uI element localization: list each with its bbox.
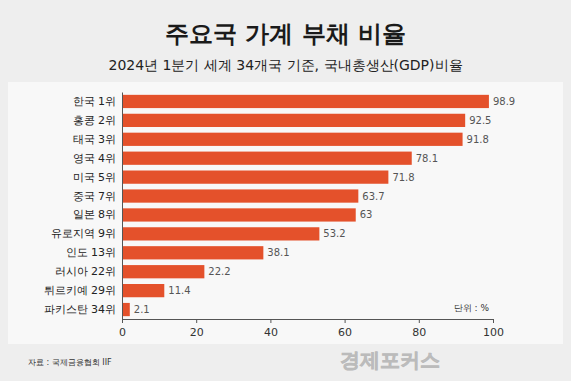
chart: 주요국 가계 부채 비율 2024년 1분기 세계 34개국 기준, 국내총생산(… xyxy=(0,0,571,381)
subtitle: 2024년 1분기 세계 34개국 기준, 국내총생산(GDP)비율 xyxy=(108,57,462,73)
bar xyxy=(122,284,164,297)
bar xyxy=(122,171,388,184)
y-tick: 태국 3위 xyxy=(73,133,123,146)
bar xyxy=(122,152,412,165)
axis-line xyxy=(122,93,123,320)
bar xyxy=(122,95,489,108)
bar xyxy=(122,265,204,278)
data-label: 2.1 xyxy=(134,304,150,315)
tick-label: 파키스탄 34위 xyxy=(44,303,117,316)
x-axis: 0 20 40 60 80 100 xyxy=(119,319,504,339)
logo: 경제포커스 xyxy=(340,348,440,372)
panel xyxy=(8,82,563,344)
tick-label: 홍콩 2위 xyxy=(73,114,117,127)
x-tick: 40 xyxy=(264,319,278,339)
y-tick: 파키스탄 34위 xyxy=(44,303,123,316)
bar xyxy=(122,114,465,127)
tick-label: 유로지역 9위 xyxy=(51,227,117,240)
data-label: 98.9 xyxy=(493,96,515,107)
tick-label: 러시아 22위 xyxy=(55,265,117,278)
data-labels: 98.992.5 91.8 78.171.8 63.7 63 53.2 38.1 22.2 11… xyxy=(134,96,515,315)
tick-mark xyxy=(419,319,420,323)
y-tick: 홍콩 2위 xyxy=(73,114,123,127)
y-tick: 인도 13위 xyxy=(66,246,123,259)
tick-mark xyxy=(270,319,271,323)
y-tick: 영국 4위 xyxy=(73,152,123,165)
bar xyxy=(122,246,263,259)
plot: 98.992.5 91.8 78.171.8 63.7 63 53.2 38.1 22.2 11… xyxy=(44,93,516,339)
data-label: 71.8 xyxy=(392,172,414,183)
tick-label: 태국 3위 xyxy=(73,133,117,146)
data-label: 38.1 xyxy=(267,247,289,258)
x-tick: 20 xyxy=(190,319,204,339)
bar xyxy=(122,208,356,221)
tick-label: 80 xyxy=(412,326,426,339)
data-label: 11.4 xyxy=(168,285,190,296)
bar xyxy=(122,227,319,240)
axis-line xyxy=(123,320,494,324)
source: 자료 : 국제금융협회 IIF xyxy=(28,358,112,367)
unit-label: 단위 : % xyxy=(454,303,490,313)
y-tick: 튀르키예 29위 xyxy=(44,284,123,297)
y-tick: 일본 8위 xyxy=(73,208,123,221)
tick-label: 20 xyxy=(190,326,204,339)
y-tick: 중국 7위 xyxy=(73,190,123,203)
bar xyxy=(122,189,358,202)
x-tick: 0 xyxy=(119,319,126,339)
y-tick: 유로지역 9위 xyxy=(51,227,123,240)
tick-label: 미국 5위 xyxy=(73,171,117,184)
tick-label: 인도 13위 xyxy=(66,246,117,259)
y-tick: 러시아 22위 xyxy=(55,265,123,278)
x-tick: 60 xyxy=(338,319,352,339)
tick-label: 튀르키예 29위 xyxy=(44,284,117,297)
tick-label: 40 xyxy=(264,326,278,339)
tick-mark xyxy=(493,319,494,323)
data-label: 63 xyxy=(360,209,373,220)
data-label: 53.2 xyxy=(323,228,345,239)
tick-label: 중국 7위 xyxy=(73,190,117,203)
title: 주요국 가계 부채 비율 xyxy=(165,20,406,48)
tick-label: 100 xyxy=(483,326,504,339)
background xyxy=(0,0,571,381)
data-label: 22.2 xyxy=(208,266,230,277)
data-label: 92.5 xyxy=(469,115,491,126)
tick-mark xyxy=(122,319,123,323)
tick-label: 일본 8위 xyxy=(73,208,117,221)
y-tick: 한국 1위 xyxy=(73,95,123,108)
data-label: 78.1 xyxy=(416,153,438,164)
data-label: 63.7 xyxy=(362,191,384,202)
x-tick: 80 xyxy=(412,319,426,339)
x-tick: 100 xyxy=(483,319,504,339)
y-tick: 미국 5위 xyxy=(73,171,123,184)
bar xyxy=(122,303,130,316)
y-axis: 한국 1위홍콩 2위태국 3위영국 4위미국 5위중국 7위일본 8위유로지역 … xyxy=(44,93,123,320)
tick-mark xyxy=(345,319,346,323)
data-label: 91.8 xyxy=(467,134,489,145)
bar xyxy=(122,133,463,146)
tick-label: 0 xyxy=(119,326,126,339)
tick-label: 60 xyxy=(338,326,352,339)
tick-label: 영국 4위 xyxy=(73,152,117,165)
tick-label: 한국 1위 xyxy=(73,95,117,108)
tick-mark xyxy=(196,319,197,323)
bars xyxy=(122,95,489,316)
